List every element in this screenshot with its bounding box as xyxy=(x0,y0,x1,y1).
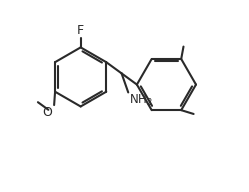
Text: O: O xyxy=(43,106,53,119)
Text: F: F xyxy=(77,24,84,37)
Text: NH$_2$: NH$_2$ xyxy=(129,93,153,108)
